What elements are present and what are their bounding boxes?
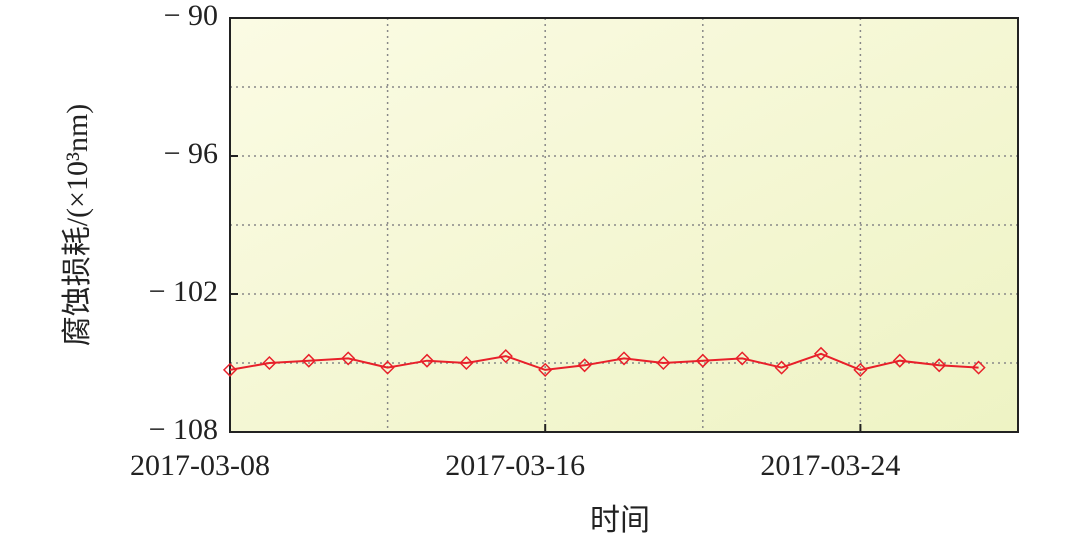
data-marker [813, 346, 829, 361]
data-marker [616, 351, 632, 366]
data-marker [853, 362, 868, 377]
data-marker [341, 351, 356, 366]
data-marker [735, 351, 750, 366]
data-marker [538, 362, 553, 377]
plot-frame [229, 17, 1019, 433]
data-marker [498, 349, 513, 364]
data-marker [380, 360, 395, 375]
plot-area [230, 18, 1018, 432]
data-marker [932, 358, 947, 373]
data-marker [656, 355, 671, 371]
data-marker [774, 360, 789, 375]
data-marker [301, 353, 316, 368]
data-marker [577, 358, 592, 373]
data-marker [695, 353, 710, 368]
x-tick-label: 2017-03-24 [760, 449, 900, 482]
data-marker [892, 353, 907, 368]
data-marker [419, 353, 435, 368]
data-marker [222, 362, 238, 377]
x-axis-label: 时间 [590, 504, 650, 537]
data-marker [459, 355, 474, 371]
x-tick-label: 2017-03-16 [445, 449, 585, 482]
y-tick-label: − 102 [149, 275, 218, 308]
data-line [229, 352, 979, 371]
y-tick-label: − 96 [164, 137, 218, 170]
y-tick-label: − 90 [164, 0, 218, 32]
y-axis-label: 腐蚀损耗/(×10³nm) [61, 104, 94, 347]
x-tick-label: 2017-03-08 [130, 449, 270, 482]
y-tick-label: − 108 [149, 413, 218, 446]
data-marker [262, 355, 277, 371]
data-marker [971, 360, 986, 375]
